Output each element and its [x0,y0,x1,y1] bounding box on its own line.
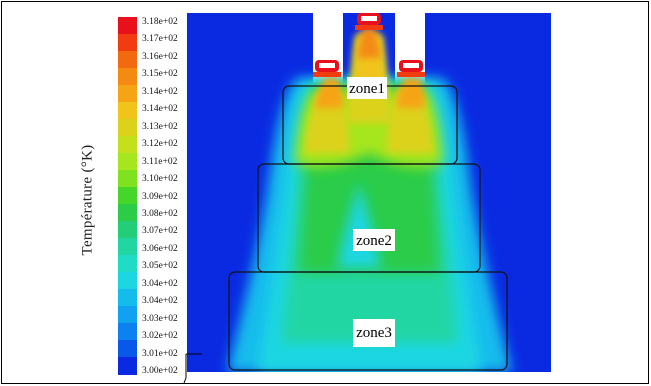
colorbar-tick-label: 3.01e+02 [142,348,178,359]
temperature-contour-plot: zone1 zone2 zone3 [187,13,551,372]
colorbar-tick-label: 3.16e+02 [142,51,178,62]
colorbar [118,17,137,375]
colorbar-tick-label: 3.09e+02 [142,191,178,202]
colorbar-tick-label: 3.14e+02 [142,86,178,97]
colorbar-swatch [118,289,137,307]
colorbar-title: Température (°K) [79,144,96,256]
colorbar-swatch [118,136,137,154]
axis-triad-icon [183,353,202,384]
zone2-label-bg [353,229,395,251]
colorbar-swatch [118,119,137,137]
colorbar-tick-label: 3.15e+02 [142,69,178,80]
colorbar-swatch [118,17,137,35]
colorbar-swatch [118,306,137,324]
colorbar-swatch [118,204,137,222]
colorbar-swatch [118,153,137,171]
colorbar-swatch [118,272,137,290]
colorbar-tick-label: 3.08e+02 [142,208,178,219]
colorbar-tick-label: 3.10e+02 [142,174,178,185]
nozzle-left [313,60,341,77]
zone1-label: zone1 [349,81,385,97]
colorbar-swatch [118,357,137,375]
colorbar-tick-label: 3.03e+02 [142,313,178,324]
colorbar-tick-label: 3.07e+02 [142,226,178,237]
colorbar-tick-label: 3.05e+02 [142,261,178,272]
colorbar-tick-label: 3.11e+02 [142,156,178,167]
colorbar-swatch [118,170,137,188]
zone3-label-bg [353,319,395,347]
colorbar-tick-label: 3.06e+02 [142,243,178,254]
colorbar-swatch [118,238,137,256]
colorbar-tick-label: 3.14e+02 [142,104,178,115]
colorbar-swatch [118,323,137,341]
colorbar-swatch [118,34,137,52]
colorbar-swatch [118,51,137,69]
colorbar-tick-label: 3.04e+02 [142,296,178,307]
colorbar-swatch [118,255,137,273]
colorbar-tick-label: 3.13e+02 [142,121,178,132]
nozzle-top [355,13,383,30]
colorbar-swatch [118,340,137,358]
zone1-label-bg [347,77,387,99]
colorbar-swatch [118,68,137,86]
colorbar-swatch [118,102,137,120]
colorbar-tick-label: 3.18e+02 [142,17,178,27]
colorbar-swatch [118,187,137,205]
colorbar-tick-label: 3.04e+02 [142,278,178,289]
colorbar-tick-label: 3.02e+02 [142,331,178,342]
colorbar-tick-label: 3.00e+02 [142,366,178,376]
zone3-label: zone3 [356,325,392,341]
colorbar-swatch [118,221,137,239]
colorbar-swatch [118,85,137,103]
zone2-label: zone2 [356,233,392,249]
colorbar-tick-label: 3.17e+02 [142,34,178,45]
nozzle-right [397,60,425,77]
temperature-field [227,28,512,372]
zone3-box [228,271,508,371]
colorbar-tick-label: 3.12e+02 [142,139,178,150]
